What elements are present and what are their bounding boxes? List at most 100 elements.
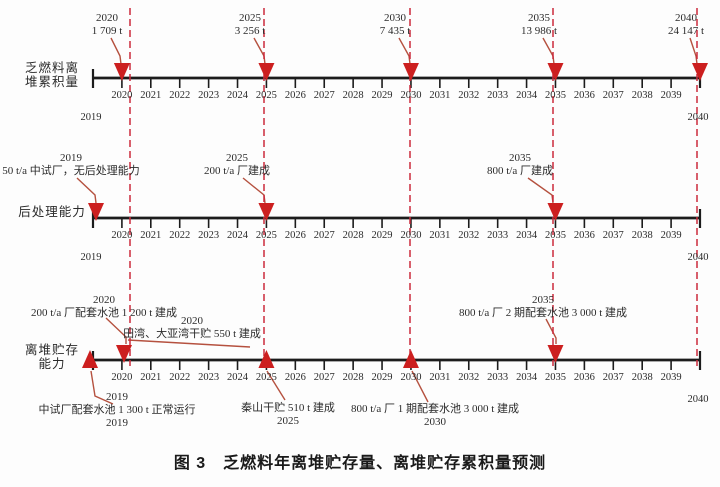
leader-line (105, 317, 127, 344)
figure-caption: 图 3 乏燃料年离堆贮存量、离堆贮存累积量预测 (173, 455, 547, 472)
year-tick-label: 2032 (458, 90, 480, 101)
milestone-arrow-up-icon (82, 350, 98, 368)
annotation-rep-2025: 2025 (226, 152, 248, 164)
leader-line (689, 37, 698, 65)
year-tick-label: 2031 (429, 372, 451, 383)
year-tick-label: 2034 (516, 90, 538, 101)
year-tick-label: 2034 (516, 230, 538, 241)
year-tick-label: 2026 (284, 372, 306, 383)
leader-line (398, 37, 411, 65)
year-tick-label: 2031 (429, 230, 451, 241)
year-tick-label: 2025 (255, 90, 277, 101)
year-tick-label: 2031 (429, 90, 451, 101)
leader-line (527, 177, 554, 204)
annotation-acc-2035: 13 986 t (520, 25, 558, 37)
year-tick-label: 2026 (284, 90, 306, 101)
year-tick-label: 2028 (342, 372, 364, 383)
year-tick-label: 2035 (544, 230, 566, 241)
annotation-acc-2040: 2040 (675, 12, 697, 24)
year-tick-label: 2023 (198, 90, 220, 101)
annotation-acc-2035: 2035 (528, 12, 550, 24)
year-tick-label: 2033 (487, 372, 509, 383)
year-tick-label: 2037 (602, 372, 624, 383)
annotation-rep-2035: 2035 (509, 152, 531, 164)
timeline-label-0: 乏燃料离 (24, 61, 80, 75)
leader-line (242, 177, 266, 204)
leader-line (110, 37, 122, 65)
year-tick-label: 2027 (313, 372, 335, 383)
year-tick-label: 2020 (111, 230, 133, 241)
year-tick-label: 2038 (631, 90, 653, 101)
timeline-label-2: 能力 (38, 357, 66, 371)
year-tick-label: 2029 (371, 372, 393, 383)
leader-line (76, 177, 97, 204)
milestone-arrow-down-icon (547, 203, 564, 221)
annotation-acc-2020: 1 709 t (91, 25, 123, 37)
year-tick-label: 2027 (313, 230, 335, 241)
annotation-sto-2019: 2019 (106, 417, 128, 429)
milestone-arrow-up-icon (258, 350, 275, 368)
axis-end-year-label: 2040 (687, 112, 709, 123)
year-tick-label: 2039 (660, 230, 682, 241)
annotation-sto-2020-dry: 田湾、大亚湾干贮 550 t 建成 (123, 328, 261, 340)
axis-end-year-label: 2040 (687, 394, 709, 405)
year-tick-label: 2025 (255, 230, 277, 241)
year-tick-label: 2037 (602, 90, 624, 101)
year-tick-label: 2030 (400, 230, 422, 241)
annotation-sto-2035: 2035 (532, 294, 554, 306)
year-tick-label: 2030 (400, 372, 422, 383)
annotation-sto-2025: 秦山干贮 510 t 建成 (241, 402, 335, 414)
milestone-arrow-down-icon (113, 63, 130, 81)
annotation-sto-2019: 2019 (106, 391, 128, 403)
annotation-acc-2030: 7 435 t (379, 25, 411, 37)
leader-line (266, 370, 286, 401)
leader-line (90, 370, 114, 405)
annotation-sto-2020-pool: 2020 (93, 294, 115, 306)
milestone-arrow-down-icon (88, 203, 104, 221)
leader-line (411, 370, 429, 403)
year-tick-label: 2020 (111, 90, 133, 101)
annotation-acc-2040: 24 147 t (667, 25, 705, 37)
year-tick-label: 2032 (458, 230, 480, 241)
year-tick-label: 2022 (169, 372, 191, 383)
year-tick-label: 2025 (255, 372, 277, 383)
year-tick-label: 2024 (227, 90, 249, 101)
annotation-acc-2030: 2030 (384, 12, 406, 24)
year-tick-label: 2020 (111, 372, 133, 383)
leader-line (127, 339, 251, 348)
year-tick-label: 2039 (660, 372, 682, 383)
annotation-rep-2035: 800 t/a 厂建成 (487, 165, 553, 177)
milestone-arrow-down-icon (116, 345, 132, 363)
milestone-arrow-down-icon (547, 345, 564, 363)
year-tick-label: 2034 (516, 372, 538, 383)
year-tick-label: 2035 (544, 372, 566, 383)
annotation-sto-2020-dry: 2020 (181, 315, 203, 327)
annotation-rep-2025: 200 t/a 厂建成 (204, 165, 270, 177)
year-tick-label: 2024 (227, 372, 249, 383)
year-tick-label: 2021 (140, 90, 162, 101)
annotation-acc-2025: 3 256 t (234, 25, 266, 37)
milestone-arrow-up-icon (402, 350, 419, 368)
year-tick-label: 2023 (198, 230, 220, 241)
milestone-arrow-down-icon (402, 63, 419, 81)
milestone-arrow-down-icon (692, 63, 708, 81)
annotation-sto-2030: 800 t/a 厂 1 期配套水池 3 000 t 建成 (350, 403, 520, 415)
year-tick-label: 2029 (371, 230, 393, 241)
milestone-arrow-down-icon (258, 63, 275, 81)
annotation-acc-2025: 2025 (239, 12, 261, 24)
year-tick-label: 2039 (660, 90, 682, 101)
annotation-sto-2035: 800 t/a 厂 2 期配套水池 3 000 t 建成 (458, 307, 628, 319)
year-tick-label: 2022 (169, 90, 191, 101)
year-tick-label: 2022 (169, 230, 191, 241)
timeline-label-1: 后处理能力 (18, 205, 86, 219)
annotation-rep-2019: 50 t/a 中试厂，无后处理能力 (2, 165, 140, 177)
leader-line (545, 318, 557, 344)
annotation-rep-2019: 2019 (60, 152, 82, 164)
annotation-sto-2020-pool: 200 t/a 厂配套水池 1 200 t 建成 (30, 307, 178, 319)
year-tick-label: 2035 (544, 90, 566, 101)
annotation-sto-2025: 2025 (277, 415, 299, 427)
year-tick-label: 2030 (400, 90, 422, 101)
axis-start-year-label: 2019 (80, 112, 102, 123)
